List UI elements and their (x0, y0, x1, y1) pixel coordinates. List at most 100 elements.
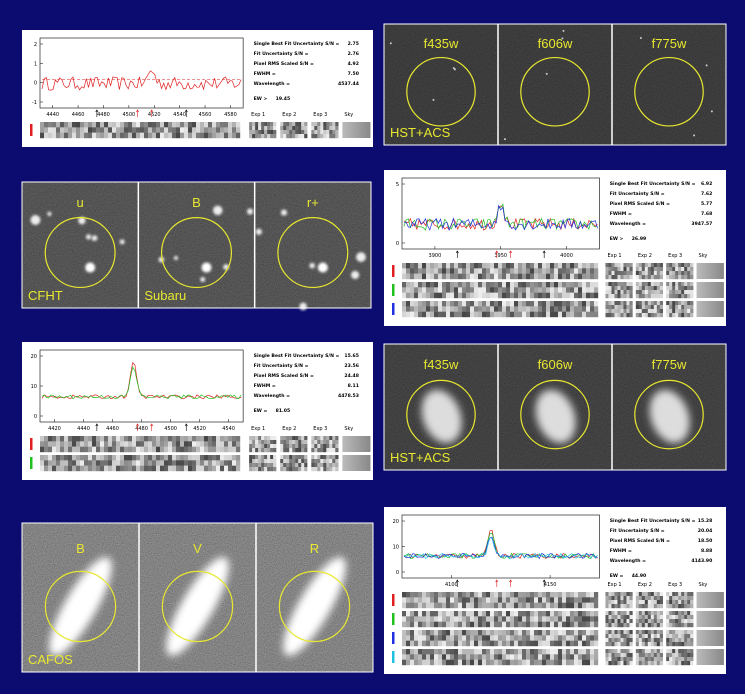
pixel (675, 642, 678, 646)
pixel (438, 592, 442, 598)
pixel (204, 447, 208, 453)
pixel (164, 447, 168, 453)
pixel (534, 649, 538, 655)
pixel (261, 467, 264, 471)
pixel (188, 441, 192, 447)
pixel (626, 592, 629, 596)
pixel (124, 441, 128, 447)
pixel (326, 134, 329, 138)
pixel (538, 268, 542, 274)
pixel (470, 312, 474, 318)
pixel (446, 641, 450, 647)
pixel (144, 455, 148, 461)
pixel (80, 441, 84, 447)
pixel (144, 436, 148, 442)
pixel (156, 447, 160, 453)
pixel (446, 622, 450, 628)
info-label: Wavelength = (254, 393, 290, 399)
pixel (648, 642, 651, 646)
pixel (326, 130, 329, 134)
pixel (608, 596, 611, 600)
pixel (188, 466, 192, 472)
pixel (332, 440, 335, 444)
pixel (450, 592, 454, 598)
info-value: 7.50 (348, 71, 359, 77)
pixel (546, 611, 550, 617)
pixel (311, 444, 314, 448)
pixel (605, 275, 608, 279)
pixel (192, 133, 196, 139)
pixel (510, 306, 514, 312)
pixel (506, 287, 510, 293)
pixel (56, 441, 60, 447)
pixel (326, 440, 329, 444)
pixel (506, 263, 510, 269)
pixel (466, 630, 470, 636)
pixel (486, 274, 490, 280)
pixel (304, 440, 307, 444)
pixel (494, 641, 498, 647)
pixel (120, 127, 124, 133)
spectrum-panel: 50390039504000Single Best Fit Uncertaint… (384, 170, 726, 326)
pixel (466, 649, 470, 655)
pixel (526, 312, 530, 318)
pixel (422, 630, 426, 636)
pixel (482, 603, 486, 609)
pixel (605, 282, 608, 286)
pixel (317, 436, 320, 440)
pixel (184, 460, 188, 466)
pixel (332, 463, 335, 467)
pixel (666, 313, 669, 317)
pixel (148, 466, 152, 472)
pixel (426, 263, 430, 269)
pixel (438, 301, 442, 307)
pixel (84, 127, 88, 133)
pixel (678, 309, 681, 313)
band-label: f435w (424, 357, 459, 372)
pixel (594, 611, 598, 617)
pixel (402, 282, 406, 288)
pixel (608, 611, 611, 615)
pixel (651, 301, 654, 305)
pixel (317, 440, 320, 444)
pixel (522, 641, 526, 647)
pixel (690, 653, 693, 657)
pixel (208, 460, 212, 466)
pixel (502, 603, 506, 609)
info-value: 6.92 (701, 181, 712, 187)
pixel (414, 603, 418, 609)
pixel (608, 592, 611, 596)
pixel (286, 467, 289, 471)
pixel (629, 661, 632, 665)
pixel (681, 271, 684, 275)
pixel (112, 133, 116, 139)
pixel (192, 447, 196, 453)
pixel (172, 133, 176, 139)
pixel (414, 263, 418, 269)
pixel (590, 616, 594, 622)
pixel (534, 603, 538, 609)
pixel (228, 441, 232, 447)
pixel (249, 455, 252, 459)
pixel (402, 616, 406, 622)
pixel (470, 293, 474, 299)
pixel (52, 447, 56, 453)
pixel (502, 263, 506, 269)
pixel (518, 282, 522, 288)
pixel (255, 122, 258, 126)
ew-label: EW = (610, 573, 624, 579)
pixel (434, 616, 438, 622)
pixel (526, 622, 530, 628)
pixel (617, 657, 620, 661)
pixel (88, 127, 92, 133)
pixel (558, 603, 562, 609)
pixel (562, 660, 566, 666)
pixel (482, 649, 486, 655)
band-marker (392, 265, 395, 277)
pixel (506, 641, 510, 647)
pixel (264, 467, 267, 471)
pixel (88, 466, 92, 472)
pixel (617, 619, 620, 623)
pixel (100, 133, 104, 139)
pixel (116, 436, 120, 442)
